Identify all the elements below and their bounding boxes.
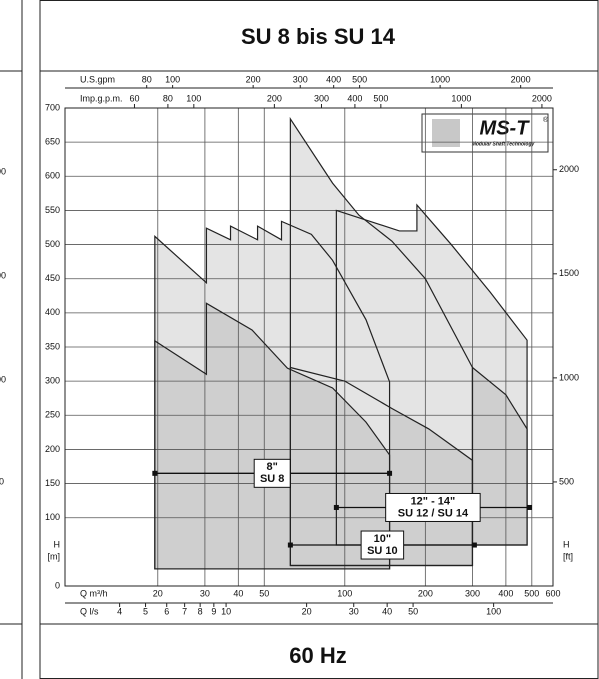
x-tick-label: 50 xyxy=(259,588,269,598)
y-tick-label: 350 xyxy=(45,341,60,351)
range-end xyxy=(387,470,393,476)
x-tick-label: 300 xyxy=(465,588,480,598)
y-tick-label: 100 xyxy=(45,512,60,522)
range-label: 12" - 14" xyxy=(411,495,456,507)
y-tick-label: 200 xyxy=(45,444,60,454)
y-tick-label: 450 xyxy=(45,273,60,283)
y-axis-label: H xyxy=(54,539,61,549)
range-end xyxy=(526,504,532,510)
x2-tick-label: 10 xyxy=(221,606,231,616)
x2-tick-label: 7 xyxy=(182,606,187,616)
y-tick-label: 300 xyxy=(45,376,60,386)
y-tick-label: 700 xyxy=(45,102,60,112)
x4-tick-label: 2000 xyxy=(532,93,552,103)
range-end xyxy=(471,542,477,548)
plot-frame xyxy=(64,107,554,587)
x2-tick-label: 50 xyxy=(408,606,418,616)
y2-axis-label: H xyxy=(563,539,570,549)
x2-tick-label: 9 xyxy=(211,606,216,616)
x3-axis-label: U.S.gpm xyxy=(80,74,115,84)
range-label-box xyxy=(253,458,291,488)
y-tick-label: 550 xyxy=(45,205,60,215)
x4-tick-label: 200 xyxy=(267,93,282,103)
x3-tick-label: 500 xyxy=(352,74,367,84)
y2-axis-label: [ft] xyxy=(563,551,573,561)
y2-tick-label: 1000 xyxy=(559,372,579,382)
fragment: 00 xyxy=(0,374,6,384)
x4-axis-label: Imp.g.p.m. xyxy=(80,93,123,103)
y2-tick-label: 2000 xyxy=(559,164,579,174)
x2-axis-label: Q l/s xyxy=(80,606,99,616)
fragment: 00 xyxy=(0,270,6,280)
range-label: SU 8 xyxy=(260,473,284,485)
range-label: SU 12 / SU 14 xyxy=(398,507,469,519)
logo-tagline: Modular Shaft Technology xyxy=(472,141,535,147)
x2-tick-label: 5 xyxy=(143,606,148,616)
x4-tick-label: 60 xyxy=(129,93,139,103)
range-label: SU 10 xyxy=(367,545,398,557)
footer: 60 Hz xyxy=(289,643,346,668)
x-tick-label: 400 xyxy=(498,588,513,598)
x4-tick-label: 400 xyxy=(347,93,362,103)
x-tick-label: 40 xyxy=(233,588,243,598)
x3-tick-label: 300 xyxy=(293,74,308,84)
x4-tick-label: 100 xyxy=(186,93,201,103)
x-tick-label: 30 xyxy=(200,588,210,598)
range-label-box xyxy=(360,530,405,560)
x-axis-label: Q m³/h xyxy=(80,588,108,598)
x2-tick-label: 6 xyxy=(164,606,169,616)
x3-tick-label: 80 xyxy=(142,74,152,84)
y-tick-label: 250 xyxy=(45,410,60,420)
logo: MS-T ® Modular Shaft Technology xyxy=(421,113,549,153)
y-tick-label: 600 xyxy=(45,171,60,181)
x3-tick-label: 1000 xyxy=(430,74,450,84)
y-tick-label: 150 xyxy=(45,478,60,488)
x2-tick-label: 30 xyxy=(349,606,359,616)
logo-square xyxy=(432,119,460,147)
y-tick-label: 500 xyxy=(45,239,60,249)
x4-tick-label: 80 xyxy=(163,93,173,103)
x2-tick-label: 40 xyxy=(382,606,392,616)
x2-tick-label: 20 xyxy=(302,606,312,616)
x3-tick-label: 2000 xyxy=(511,74,531,84)
region-outline xyxy=(154,302,391,570)
x4-tick-label: 300 xyxy=(314,93,329,103)
fragment: 00 xyxy=(0,166,6,176)
range-label: 8" xyxy=(267,461,278,473)
x-tick-label: 100 xyxy=(337,588,352,598)
range-label: 10" xyxy=(374,533,391,545)
logo-mark: ® xyxy=(543,116,549,124)
logo-text: MS-T xyxy=(480,117,531,139)
x4-tick-label: 500 xyxy=(373,93,388,103)
fragment: 0 xyxy=(0,476,4,486)
y2-tick-label: 500 xyxy=(559,476,574,486)
x3-tick-label: 200 xyxy=(246,74,261,84)
region xyxy=(472,367,528,546)
x2-tick-label: 4 xyxy=(117,606,122,616)
range-end xyxy=(333,504,339,510)
x-tick-label: 20 xyxy=(153,588,163,598)
x-tick-label: 600 xyxy=(545,588,560,598)
region-outline xyxy=(289,366,474,567)
range-end xyxy=(287,542,293,548)
x2-tick-label: 100 xyxy=(486,606,501,616)
x3-tick-label: 100 xyxy=(165,74,180,84)
x4-tick-label: 1000 xyxy=(451,93,471,103)
x3-tick-label: 400 xyxy=(326,74,341,84)
y-tick-label: 0 xyxy=(55,580,60,590)
y-tick-label: 650 xyxy=(45,137,60,147)
chart-title: SU 8 bis SU 14 xyxy=(241,24,396,49)
region xyxy=(154,303,390,569)
y2-tick-label: 1500 xyxy=(559,268,579,278)
x2-tick-label: 8 xyxy=(198,606,203,616)
y-tick-label: 400 xyxy=(45,307,60,317)
range-label-box xyxy=(385,492,481,522)
x-tick-label: 200 xyxy=(418,588,433,598)
y-axis-label: [m] xyxy=(48,551,61,561)
x-tick-label: 500 xyxy=(524,588,539,598)
range-end xyxy=(152,470,158,476)
